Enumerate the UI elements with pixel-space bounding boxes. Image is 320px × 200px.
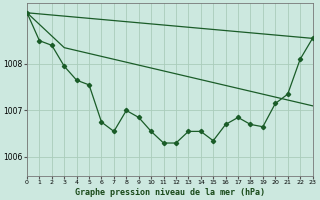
X-axis label: Graphe pression niveau de la mer (hPa): Graphe pression niveau de la mer (hPa) (75, 188, 265, 197)
